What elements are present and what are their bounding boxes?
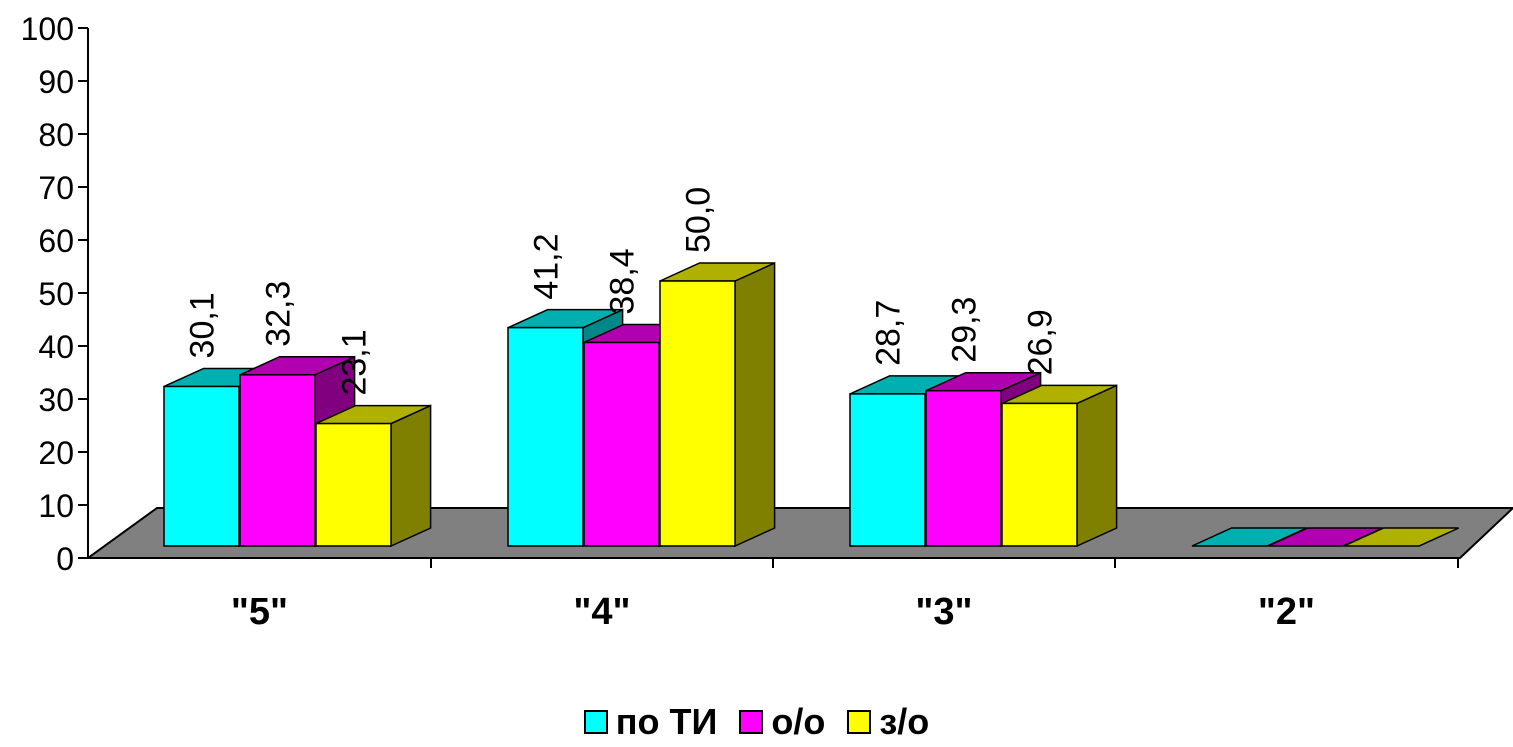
bar (1001, 384, 1118, 548)
legend-item: по ТИ (583, 701, 718, 742)
legend-item: з/о (847, 704, 929, 740)
y-tick-label: 90 (38, 64, 74, 100)
bar-top-face (1343, 527, 1459, 547)
y-tick-label: 30 (38, 382, 74, 418)
bar-front-face (583, 341, 660, 547)
legend-item: о/о (739, 704, 825, 740)
bar-side-face (734, 261, 776, 548)
data-label: 23,1 (336, 329, 374, 395)
data-label: 32,3 (260, 281, 298, 347)
y-tick-label: 80 (38, 117, 74, 153)
legend-swatch (847, 710, 872, 734)
bar-front-face (659, 280, 736, 547)
y-tick-label: 40 (38, 329, 74, 365)
legend-label: о/о (771, 701, 826, 742)
bar-side-face (1076, 384, 1118, 548)
bar-front-face (849, 393, 926, 547)
legend-swatch (739, 710, 764, 734)
y-tick-label: 0 (56, 541, 74, 577)
data-label: 30,1 (184, 292, 222, 358)
bar (1343, 527, 1459, 547)
y-tick-label: 70 (38, 170, 74, 206)
y-tick-label: 60 (38, 223, 74, 259)
y-tick-label: 10 (38, 488, 74, 524)
bar-side-face (390, 404, 432, 548)
legend-swatch (583, 710, 608, 734)
bar-front-face (163, 385, 240, 547)
bar-chart-3d: 0 10 20 30 40 50 60 70 80 90 100 "5" "4" "3" "2" 30,1 32… (21, 11, 1513, 633)
chart-legend: по ТИ о/о з/о (0, 700, 1513, 744)
bar-front-face (507, 326, 584, 547)
data-label: 38,4 (604, 248, 642, 314)
bar-front-face (239, 374, 316, 547)
bar-front-face (315, 422, 392, 547)
y-tick-label: 20 (38, 435, 74, 471)
data-label: 50,0 (680, 187, 718, 253)
data-label: 41,2 (528, 233, 566, 299)
data-label: 26,9 (1022, 309, 1060, 375)
x-tick-label: "4" (573, 591, 630, 633)
y-tick-label: 100 (21, 11, 74, 47)
bar (659, 261, 776, 548)
y-tick-label: 50 (38, 276, 74, 312)
x-tick-label: "3" (915, 591, 972, 633)
legend-label: з/о (879, 701, 930, 742)
bar (315, 404, 432, 548)
x-tick-label: "2" (1258, 591, 1315, 633)
legend-label: по ТИ (615, 701, 718, 742)
bar-front-face (1001, 402, 1078, 547)
bar-front-face (925, 389, 1002, 547)
data-label: 29,3 (946, 297, 984, 363)
x-tick-label: "5" (231, 591, 288, 633)
data-label: 28,7 (870, 300, 908, 366)
